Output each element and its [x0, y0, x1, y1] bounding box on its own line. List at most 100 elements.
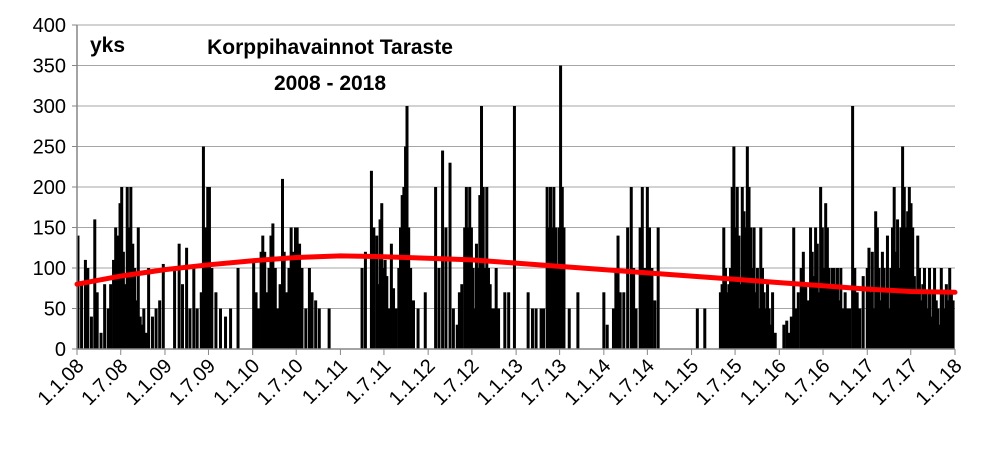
data-bar [224, 316, 228, 349]
data-bar [650, 268, 654, 349]
data-bar [899, 227, 903, 349]
data-bar [468, 187, 472, 349]
data-bar [89, 316, 93, 349]
data-bar [576, 292, 580, 349]
data-bar [752, 227, 756, 349]
data-bar [550, 227, 554, 349]
x-tick-labels: 1.1.081.7.081.1.091.7.091.1.101.7.101.1.… [34, 355, 967, 410]
data-bar [869, 292, 873, 349]
data-bar [360, 268, 364, 349]
data-bar [121, 251, 125, 349]
data-bar [720, 284, 724, 349]
data-bar [703, 308, 707, 349]
data-bar [929, 316, 933, 349]
data-bar [834, 284, 838, 349]
data-bar [909, 203, 913, 349]
data-bar [407, 227, 411, 349]
data-bar [892, 187, 896, 349]
data-bar [369, 170, 373, 349]
data-bar [938, 324, 942, 349]
x-tick-label: 1.7.11 [342, 355, 396, 409]
data-bar [602, 292, 606, 349]
data-bar [855, 292, 859, 349]
data-bar [463, 227, 467, 349]
data-bar [434, 187, 438, 349]
data-bar [444, 227, 448, 349]
x-tick-label: 1.1.10 [209, 355, 264, 410]
data-bar [787, 332, 791, 349]
data-bar [411, 300, 415, 349]
data-bar [922, 268, 926, 349]
data-bar [921, 284, 925, 349]
data-bar [298, 243, 302, 349]
data-bar [131, 243, 135, 349]
data-bar [554, 227, 558, 349]
data-bar [896, 219, 900, 349]
trend-line [74, 253, 958, 295]
data-bar [135, 300, 139, 349]
data-bar [848, 308, 852, 349]
data-bar [127, 227, 131, 349]
data-bar [782, 324, 786, 349]
data-bar [530, 308, 534, 349]
data-bar [824, 203, 828, 349]
x-tick-label: 1.7.16 [780, 355, 835, 410]
data-bar [289, 227, 293, 349]
data-bar [907, 187, 911, 349]
data-bar [773, 332, 777, 349]
trend-series [74, 253, 958, 295]
data-bar [832, 268, 836, 349]
data-bar [478, 195, 482, 349]
y-tick-label: 350 [33, 56, 66, 78]
data-bar [796, 292, 800, 349]
data-bar [653, 300, 657, 349]
data-bar [402, 187, 406, 349]
data-bar [767, 308, 771, 349]
data-bar [912, 276, 916, 349]
data-bar [917, 268, 921, 349]
data-bar [448, 162, 452, 349]
data-bar [381, 268, 385, 349]
data-bar [789, 316, 793, 349]
data-bar [611, 308, 615, 349]
data-bar [785, 320, 789, 349]
data-bar [632, 268, 636, 349]
data-bar [457, 292, 461, 349]
data-bar [109, 284, 113, 349]
y-tick-label: 200 [33, 177, 66, 199]
data-bar [256, 308, 260, 349]
data-bar [114, 227, 118, 349]
data-bar [806, 300, 810, 349]
x-tick-label: 1.7.13 [516, 355, 571, 410]
data-bar [762, 292, 766, 349]
data-bar [882, 268, 886, 349]
data-bar [722, 227, 726, 349]
data-bar [727, 284, 731, 349]
data-bar [293, 227, 297, 349]
data-bar [622, 292, 626, 349]
data-bar [924, 292, 928, 349]
data-bar [526, 292, 530, 349]
data-bar [634, 308, 638, 349]
data-bar [760, 268, 764, 349]
data-bar [867, 247, 871, 349]
data-bar [265, 292, 269, 349]
data-bar [695, 308, 699, 349]
data-bar [394, 308, 398, 349]
data-bar [804, 284, 808, 349]
data-bar [490, 308, 494, 349]
data-bar [874, 211, 878, 349]
data-bar [287, 268, 291, 349]
data-bar [295, 227, 299, 349]
data-bar [483, 268, 487, 349]
data-bar [737, 235, 741, 349]
data-bar [375, 235, 379, 349]
data-bar [534, 308, 538, 349]
data-bar [485, 187, 489, 349]
data-bar [83, 259, 87, 349]
data-bar [464, 187, 468, 349]
data-bar [557, 227, 561, 349]
data-bar [161, 263, 165, 349]
data-bar [86, 268, 90, 349]
data-bar [745, 146, 749, 349]
